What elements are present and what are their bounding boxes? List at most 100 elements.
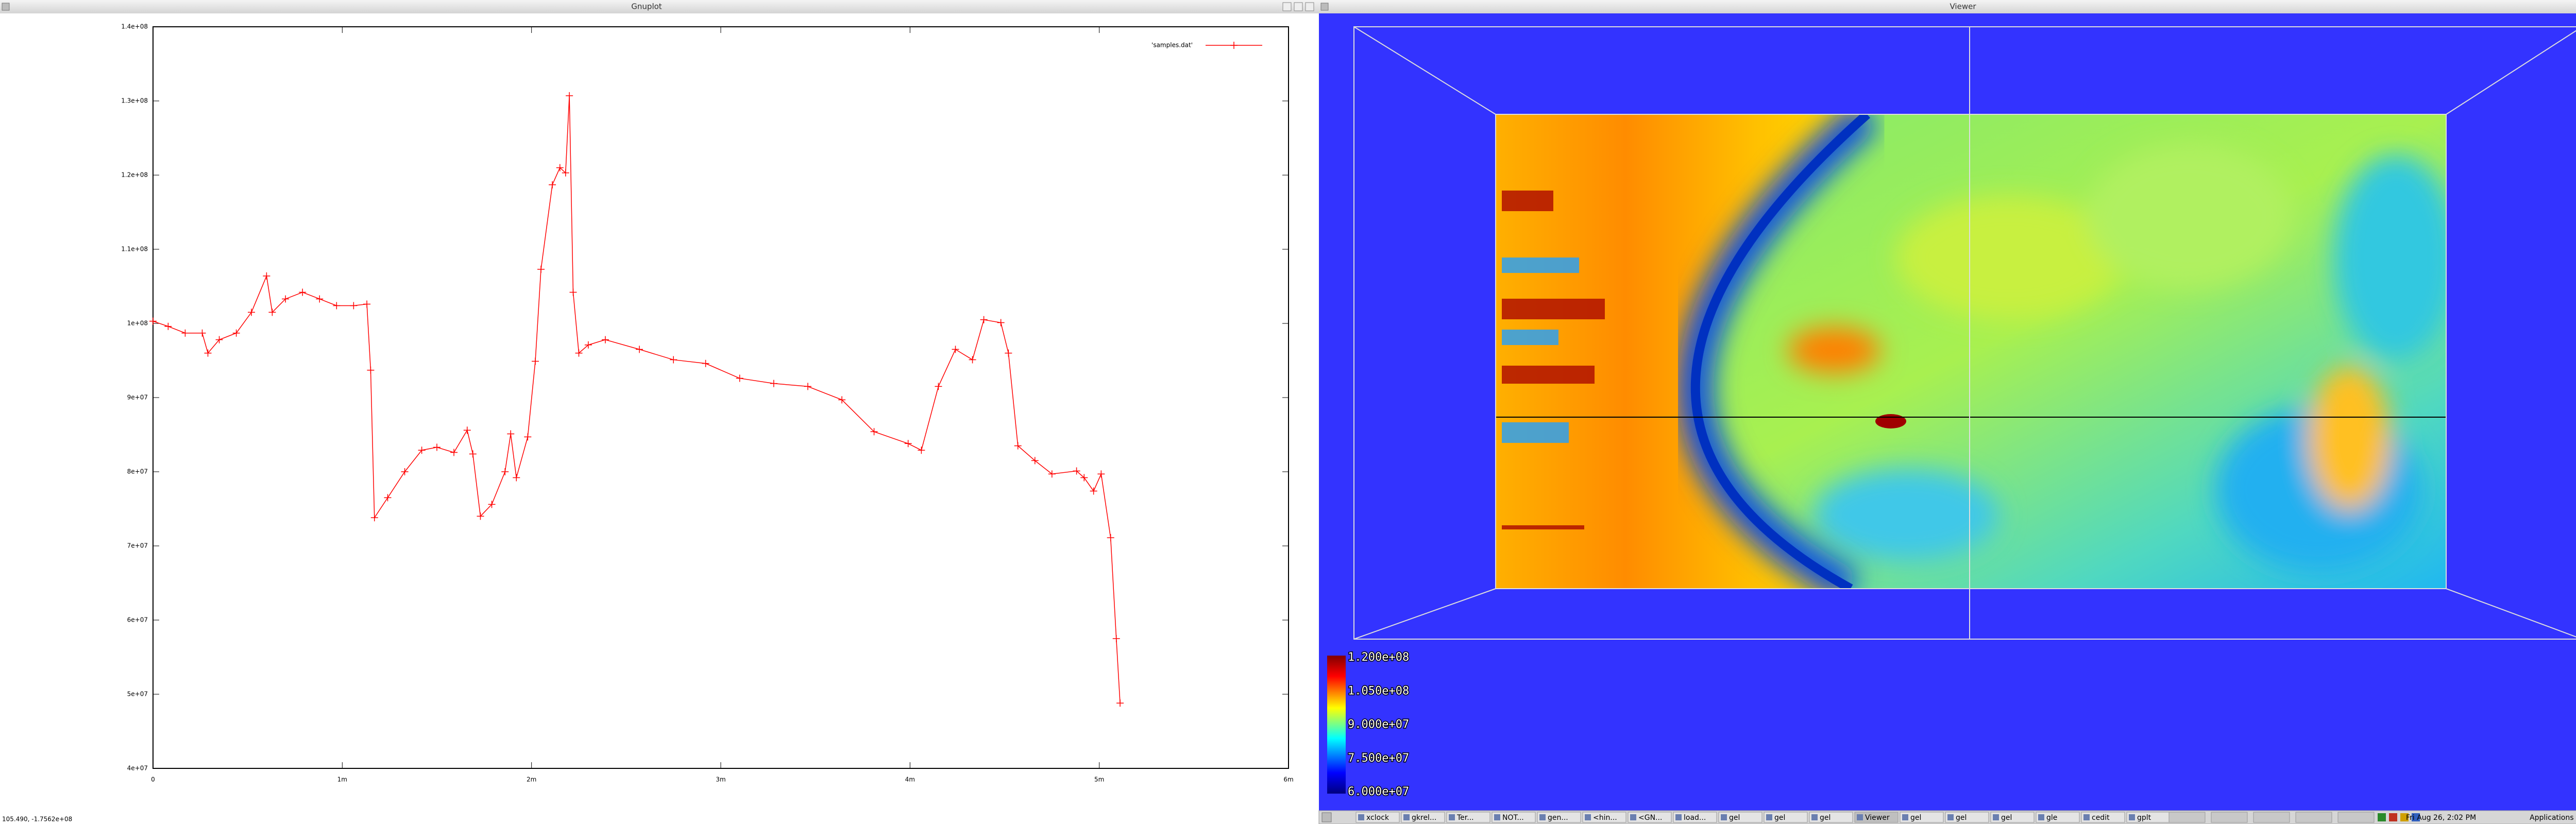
data-point xyxy=(1116,699,1124,707)
window-bg xyxy=(0,0,1319,824)
tray-icon[interactable] xyxy=(2412,813,2420,821)
title-bar[interactable] xyxy=(0,0,1319,13)
y-tick-label: 1e+08 xyxy=(127,320,148,327)
clock[interactable]: Fri Aug 26, 2:02 PM xyxy=(2406,814,2476,822)
data-point xyxy=(450,449,458,456)
data-point xyxy=(556,164,564,171)
title-bar[interactable] xyxy=(1319,0,2576,13)
task-icon xyxy=(1449,814,1455,820)
y-tick-label: 6e+07 xyxy=(127,616,148,624)
window-buttons xyxy=(1282,2,1314,11)
colorbar-label: 6.000e+07 xyxy=(1348,785,1409,798)
x-tick-label: 2m xyxy=(527,776,536,783)
minimize-button[interactable] xyxy=(1282,2,1292,11)
status-text: 105.490, -1.7562e+08 xyxy=(2,816,72,823)
y-tick-label: 8e+07 xyxy=(127,468,148,475)
window-menu[interactable] xyxy=(2,3,10,11)
task-button[interactable] xyxy=(2036,812,2080,823)
data-point xyxy=(670,356,677,364)
data-point xyxy=(997,319,1005,327)
task-button[interactable] xyxy=(1990,812,2035,823)
task-label: <GN... xyxy=(1638,814,1662,822)
data-point xyxy=(248,308,256,316)
data-point xyxy=(935,383,942,390)
render xyxy=(1496,114,2446,589)
task-button[interactable] xyxy=(2081,812,2125,823)
task-icon xyxy=(2083,814,2090,820)
tray-icon[interactable] xyxy=(2253,812,2290,823)
show-desktop[interactable] xyxy=(1321,812,1332,822)
data-point xyxy=(549,181,556,188)
task-button[interactable] xyxy=(1446,812,1490,823)
data-point xyxy=(1048,470,1056,478)
data-point xyxy=(164,322,172,330)
task-icon xyxy=(1585,814,1591,820)
tray-icon[interactable] xyxy=(2337,812,2375,823)
y-tick-label: 7e+07 xyxy=(127,542,148,550)
task-button[interactable] xyxy=(1809,812,1853,823)
window-menu[interactable] xyxy=(1320,3,1329,11)
bounding-box xyxy=(1353,26,2576,640)
task-icon xyxy=(1539,814,1546,820)
data-point xyxy=(575,349,583,357)
task-icon xyxy=(1766,814,1772,820)
data-point xyxy=(770,380,777,387)
y-tick-label: 9e+07 xyxy=(127,394,148,401)
tray-icon[interactable] xyxy=(2295,812,2332,823)
task-label: xclock xyxy=(1366,814,1389,822)
data-point xyxy=(562,169,569,177)
task-icon xyxy=(1358,814,1364,820)
close-button[interactable] xyxy=(1305,2,1314,11)
data-point xyxy=(418,447,426,454)
task-label: gle xyxy=(2046,814,2057,822)
data-point xyxy=(469,450,477,458)
data-point xyxy=(333,302,341,310)
tray-icon[interactable] xyxy=(2378,813,2386,821)
task-label: gplt xyxy=(2137,814,2151,822)
maximize-button[interactable] xyxy=(1294,2,1303,11)
tray-icon[interactable] xyxy=(2389,813,2397,821)
data-point xyxy=(384,494,392,502)
task-button[interactable] xyxy=(1582,812,1626,823)
task-button[interactable] xyxy=(1673,812,1717,823)
data-point xyxy=(904,440,912,448)
tray-icon[interactable] xyxy=(2211,812,2248,823)
task-button[interactable] xyxy=(1718,812,1762,823)
menu[interactable]: Applications xyxy=(2530,814,2574,822)
data-point xyxy=(215,336,223,344)
task-button[interactable] xyxy=(1537,812,1581,823)
window-title: Viewer xyxy=(1950,2,1977,11)
task-button[interactable] xyxy=(1401,812,1445,823)
task-label: Viewer xyxy=(1865,814,1890,822)
task-button[interactable] xyxy=(1628,812,1672,823)
data-point xyxy=(1107,534,1114,542)
data-point xyxy=(263,272,270,280)
task-icon xyxy=(1403,814,1410,820)
data-point xyxy=(601,336,609,344)
y-tick-label: 1.3e+08 xyxy=(121,97,148,105)
task-button[interactable] xyxy=(1945,812,1989,823)
colorbar-label: 9.000e+07 xyxy=(1348,718,1409,731)
data-point xyxy=(1005,349,1012,357)
task-label: gel xyxy=(1774,814,1785,822)
x-tick-label: 1m xyxy=(337,776,347,783)
tray-icon[interactable] xyxy=(2168,812,2206,823)
data-point xyxy=(477,512,484,520)
data-point xyxy=(537,265,545,273)
tray-icon[interactable] xyxy=(2400,813,2409,821)
data-point xyxy=(433,443,440,451)
task-button[interactable] xyxy=(1492,812,1536,823)
data-point xyxy=(513,474,520,482)
task-icon xyxy=(1494,814,1500,820)
data-point xyxy=(584,341,592,349)
task-button[interactable] xyxy=(1764,812,1808,823)
task-button[interactable] xyxy=(1355,812,1400,823)
task-button[interactable] xyxy=(1900,812,1944,823)
viewer-window: Viewer xyxy=(1319,0,2576,824)
task-button[interactable] xyxy=(1854,812,1899,823)
y-tick-label: 1.2e+08 xyxy=(121,171,148,179)
task-label: Ter... xyxy=(1456,814,1474,822)
data-point xyxy=(282,295,290,303)
data-point xyxy=(488,501,496,508)
